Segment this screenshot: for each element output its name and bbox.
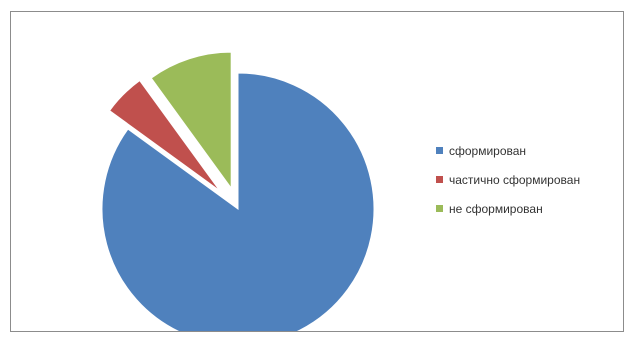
pie-chart <box>101 51 375 331</box>
legend-item-partially-formed: частично сформирован <box>436 172 580 187</box>
legend-label-partially-formed: частично сформирован <box>449 172 581 187</box>
chart-area: сформирован частично сформирован не сфор… <box>10 11 624 332</box>
legend-swatch-not-formed <box>436 205 443 212</box>
pie-slice-not-formed <box>150 51 232 190</box>
legend-item-not-formed: не сформирован <box>436 201 580 216</box>
legend-item-formed: сформирован <box>436 143 580 158</box>
legend-swatch-formed <box>436 147 443 154</box>
pie-slice-partially-formed <box>108 79 221 192</box>
legend: сформирован частично сформирован не сфор… <box>436 143 580 230</box>
pie-slice-formed <box>101 72 375 331</box>
legend-swatch-partially-formed <box>436 176 443 183</box>
legend-label-formed: сформирован <box>449 143 527 158</box>
legend-label-not-formed: не сформирован <box>449 201 543 216</box>
